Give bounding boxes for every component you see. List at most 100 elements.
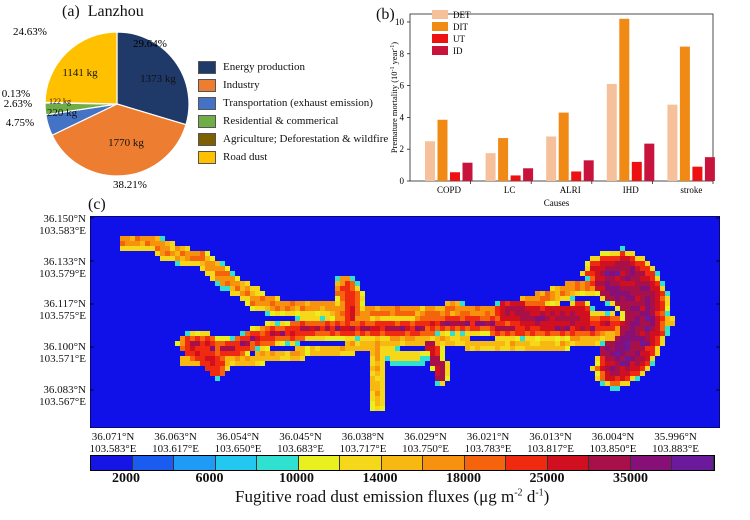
emission-cell (520, 316, 525, 321)
emission-cell (605, 261, 610, 266)
emission-cell (190, 356, 195, 361)
y-coord-label: 36.150°N 103.583°E (0, 213, 86, 237)
y-tick-label: 2 (400, 144, 405, 154)
emission-cell (635, 281, 640, 286)
emission-cell (500, 311, 505, 316)
emission-cell (555, 326, 560, 331)
emission-cell (255, 301, 260, 306)
emission-cell (610, 291, 615, 296)
emission-cell (555, 321, 560, 326)
emission-cell (340, 331, 345, 336)
emission-cell (220, 371, 225, 376)
bar (498, 138, 509, 181)
emission-cell (640, 361, 645, 366)
emission-cell (200, 256, 205, 261)
emission-cell (590, 266, 595, 271)
emission-cell (515, 311, 520, 316)
bar (631, 161, 642, 181)
emission-cell (200, 341, 205, 346)
emission-cell (185, 251, 190, 256)
emission-cell (605, 361, 610, 366)
emission-cell (220, 261, 225, 266)
emission-cell (650, 356, 655, 361)
emission-cell (445, 326, 450, 331)
emission-cell (660, 306, 665, 311)
emission-cell (610, 361, 615, 366)
emission-cell (350, 326, 355, 331)
emission-cell (565, 286, 570, 291)
emission-cell (215, 356, 220, 361)
emission-cell (360, 311, 365, 316)
emission-cell (615, 301, 620, 306)
emission-cell (540, 326, 545, 331)
emission-cell (215, 266, 220, 271)
emission-cell (625, 261, 630, 266)
emission-cell (175, 246, 180, 251)
emission-cell (305, 301, 310, 306)
emission-cell (180, 251, 185, 256)
legend-swatch (198, 150, 216, 164)
emission-cell (610, 341, 615, 346)
emission-cell (315, 326, 320, 331)
emission-cell (235, 291, 240, 296)
emission-cell (160, 246, 165, 251)
emission-cell (355, 301, 360, 306)
emission-cell (210, 336, 215, 341)
emission-cell (445, 371, 450, 376)
emission-cell (245, 356, 250, 361)
emission-cell (625, 321, 630, 326)
emission-cell (515, 316, 520, 321)
emission-cell (140, 241, 145, 246)
x-tick-label: IHD (623, 185, 639, 195)
emission-cell (260, 331, 265, 336)
emission-cell (295, 331, 300, 336)
emission-cell (305, 306, 310, 311)
emission-cell (605, 371, 610, 376)
emission-cell (620, 271, 625, 276)
emission-cell (355, 346, 360, 351)
emission-cell (585, 316, 590, 321)
emission-cell (375, 306, 380, 311)
emission-cell (585, 321, 590, 326)
emission-cell (555, 331, 560, 336)
emission-cell (210, 276, 215, 281)
emission-cell (255, 296, 260, 301)
emission-cell (580, 281, 585, 286)
emission-cell (285, 306, 290, 311)
emission-cell (585, 306, 590, 311)
pie-chart: 29.64%38.21%4.75%2.63%0.13%24.63%1373 kg… (2, 26, 190, 191)
emission-cell (605, 286, 610, 291)
emission-cell (270, 351, 275, 356)
emission-cell (170, 241, 175, 246)
emission-cell (585, 271, 590, 276)
emission-cell (425, 356, 430, 361)
emission-cell (250, 296, 255, 301)
emission-cell (370, 371, 375, 376)
emission-cell (395, 326, 400, 331)
emission-cell (440, 326, 445, 331)
emission-cell (315, 346, 320, 351)
emission-cell (655, 311, 660, 316)
bar (450, 172, 460, 181)
emission-cell (570, 286, 575, 291)
emission-cell (410, 331, 415, 336)
latitude: 36.021°N (466, 431, 510, 443)
emission-cell (395, 336, 400, 341)
emission-cell (280, 321, 285, 326)
emission-cell (335, 306, 340, 311)
pie-slice (116, 31, 190, 126)
emission-cell (330, 326, 335, 331)
x-coord-label: 36.063°N 103.617°E (141, 431, 211, 455)
colorbar-segment (132, 456, 175, 470)
emission-cell (290, 311, 295, 316)
emission-cell (165, 241, 170, 246)
emission-cell (165, 256, 170, 261)
emission-cell (560, 316, 565, 321)
emission-cell (300, 346, 305, 351)
colorbar-tick-label: 14000 (362, 471, 398, 486)
emission-cell (380, 321, 385, 326)
emission-cell (615, 376, 620, 381)
emission-cell (620, 281, 625, 286)
pie-value-label: 1141 kg (62, 67, 98, 79)
emission-cell (200, 351, 205, 356)
